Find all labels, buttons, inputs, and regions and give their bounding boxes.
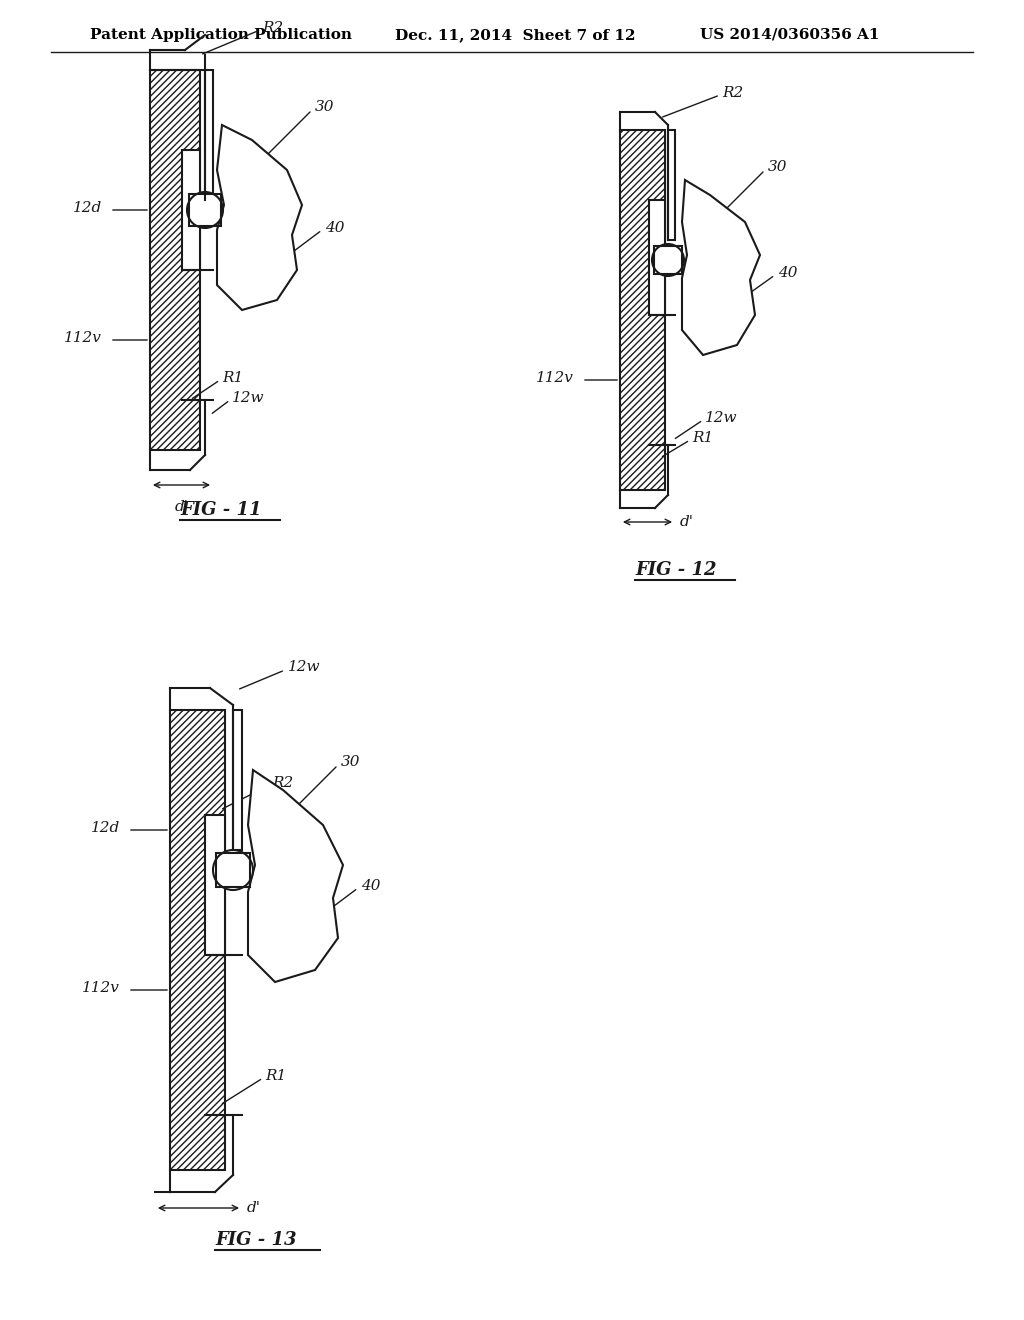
Text: 12w: 12w	[288, 660, 321, 675]
Circle shape	[652, 244, 684, 276]
Bar	[150, 70, 200, 450]
Bar	[150, 70, 200, 450]
Text: 12d: 12d	[73, 201, 102, 215]
Text: Patent Application Publication: Patent Application Publication	[90, 28, 352, 42]
Circle shape	[187, 191, 223, 228]
Text: d': d'	[247, 1201, 261, 1214]
Polygon shape	[682, 180, 760, 355]
Polygon shape	[248, 770, 343, 982]
Text: FIG - 12: FIG - 12	[635, 561, 717, 579]
Text: 30: 30	[315, 100, 335, 114]
Text: 12d: 12d	[91, 821, 120, 836]
Bar	[189, 194, 221, 226]
Bar	[205, 814, 225, 954]
Text: 112v: 112v	[82, 981, 120, 995]
Text: R1: R1	[692, 432, 714, 445]
Text: 30: 30	[341, 755, 360, 770]
Text: d': d'	[680, 515, 694, 529]
Text: 30: 30	[768, 160, 787, 174]
Bar	[233, 710, 242, 850]
Bar	[205, 70, 213, 201]
Text: d': d'	[174, 500, 188, 513]
Text: 112v: 112v	[65, 331, 102, 345]
Bar	[216, 853, 250, 887]
Text: R2: R2	[262, 21, 284, 36]
Text: 40: 40	[325, 220, 344, 235]
Text: 12w: 12w	[705, 411, 737, 425]
Text: US 2014/0360356 A1: US 2014/0360356 A1	[700, 28, 880, 42]
Text: 12w: 12w	[232, 391, 264, 405]
Text: R2: R2	[272, 776, 293, 789]
Text: R1: R1	[265, 1069, 287, 1082]
Bar	[182, 150, 200, 271]
Circle shape	[213, 850, 253, 890]
Text: FIG - 13: FIG - 13	[215, 1232, 297, 1249]
Bar	[170, 710, 225, 1170]
Text: R2: R2	[722, 86, 743, 100]
Text: Dec. 11, 2014  Sheet 7 of 12: Dec. 11, 2014 Sheet 7 of 12	[395, 28, 636, 42]
Bar	[170, 710, 225, 1170]
Text: 40: 40	[361, 879, 381, 894]
Text: FIG - 11: FIG - 11	[180, 502, 261, 519]
Bar	[668, 129, 675, 240]
Text: 40: 40	[778, 267, 798, 280]
Bar	[620, 129, 665, 490]
Text: R1: R1	[222, 371, 244, 385]
Text: 112v: 112v	[537, 371, 574, 385]
Bar	[654, 246, 682, 275]
Bar	[649, 201, 665, 315]
Bar	[620, 129, 665, 490]
Polygon shape	[217, 125, 302, 310]
